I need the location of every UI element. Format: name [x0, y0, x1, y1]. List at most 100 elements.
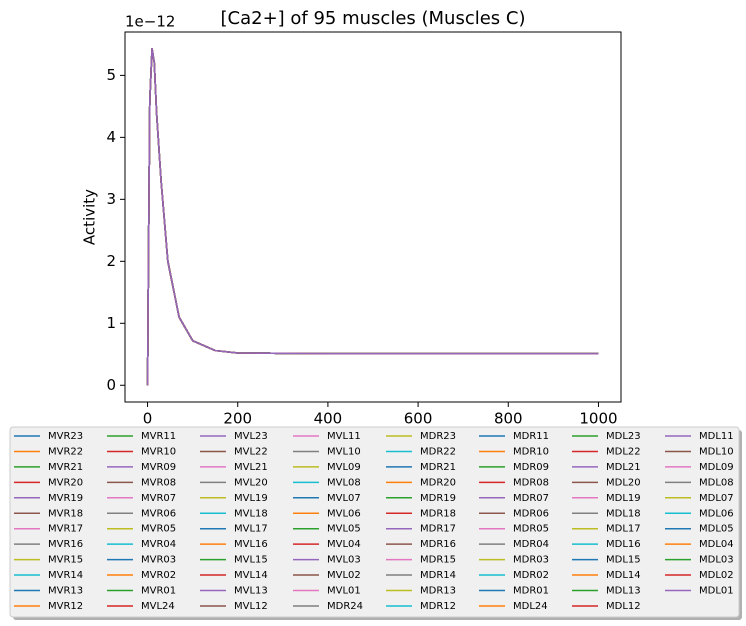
legend-label: MVR05 — [141, 524, 176, 535]
legend-label: MDL23 — [606, 431, 641, 442]
legend-label: MDL11 — [699, 431, 734, 442]
legend-label: MVL15 — [234, 555, 268, 566]
y-offset-label: 1e−12 — [125, 13, 175, 31]
legend-label: MVR19 — [48, 493, 83, 504]
legend-label: MDL07 — [699, 493, 734, 504]
legend-label: MDR17 — [420, 524, 456, 535]
legend-label: MVR16 — [48, 539, 83, 550]
legend-label: MDR24 — [327, 601, 363, 612]
legend-label: MVL09 — [327, 462, 361, 473]
legend-label: MVL17 — [234, 524, 268, 535]
legend-label: MVR15 — [48, 555, 83, 566]
legend-label: MVR04 — [141, 539, 176, 550]
legend-label: MDL09 — [699, 462, 734, 473]
x-tick-label: 1000 — [579, 410, 617, 428]
legend-label: MDR01 — [513, 586, 549, 597]
legend-label: MVL03 — [327, 555, 361, 566]
legend-label: MVL02 — [327, 570, 361, 581]
legend-label: MVR06 — [141, 508, 176, 519]
legend-label: MDL14 — [606, 570, 641, 581]
legend-label: MVL24 — [141, 601, 175, 612]
legend-label: MDR03 — [513, 555, 549, 566]
series-line — [146, 47, 599, 386]
legend-label: MVR11 — [141, 431, 176, 442]
legend-label: MVR14 — [48, 570, 83, 581]
y-tick-label: 4 — [106, 128, 116, 146]
legend-label: MVL06 — [327, 508, 361, 519]
legend-label: MVL07 — [327, 493, 361, 504]
legend-label: MDL03 — [699, 555, 734, 566]
legend-label: MDL06 — [699, 508, 734, 519]
legend-label: MVL05 — [327, 524, 361, 535]
legend-label: MDR18 — [420, 508, 456, 519]
legend-label: MVL16 — [234, 539, 268, 550]
legend-label: MDL13 — [606, 586, 641, 597]
legend-label: MVL14 — [234, 570, 268, 581]
legend-label: MVL21 — [234, 462, 268, 473]
legend-label: MVR10 — [141, 446, 176, 457]
legend-label: MDR04 — [513, 539, 549, 550]
legend-label: MDR16 — [420, 539, 456, 550]
legend-label: MVR09 — [141, 462, 176, 473]
legend-label: MDR19 — [420, 493, 456, 504]
chart-title: [Ca2+] of 95 muscles (Muscles C) — [221, 8, 526, 29]
legend-label: MVL12 — [234, 601, 268, 612]
legend-label: MVL08 — [327, 477, 361, 488]
legend-label: MVR23 — [48, 431, 83, 442]
legend-label: MDR06 — [513, 508, 549, 519]
y-tick-label: 5 — [106, 66, 116, 84]
legend-label: MDR09 — [513, 462, 549, 473]
legend-label: MDR20 — [420, 477, 456, 488]
legend-label: MDL22 — [606, 446, 641, 457]
legend-label: MDR21 — [420, 462, 456, 473]
axes-frame — [124, 31, 622, 403]
legend-label: MDL10 — [699, 446, 734, 457]
x-tick-label: 0 — [143, 410, 153, 428]
legend-label: MDL15 — [606, 555, 641, 566]
legend-label: MDR23 — [420, 431, 456, 442]
legend-label: MVR13 — [48, 586, 83, 597]
legend-label: MDR07 — [513, 493, 549, 504]
legend-label: MVR12 — [48, 601, 83, 612]
legend-label: MVR03 — [141, 555, 176, 566]
x-tick-label: 200 — [223, 410, 252, 428]
legend-label: MVR21 — [48, 462, 83, 473]
legend-label: MDR22 — [420, 446, 456, 457]
legend-label: MDL01 — [699, 586, 734, 597]
legend-label: MVR22 — [48, 446, 83, 457]
legend-label: MVR02 — [141, 570, 176, 581]
y-axis-label: Activity — [81, 189, 99, 245]
y-tick-label: 0 — [106, 376, 116, 394]
legend-label: MVL04 — [327, 539, 361, 550]
legend-label: MVR01 — [141, 586, 176, 597]
legend-label: MDR13 — [420, 586, 456, 597]
x-tick-label: 600 — [404, 410, 433, 428]
legend-label: MDR05 — [513, 524, 549, 535]
x-tick-label: 800 — [494, 410, 523, 428]
legend-label: MVL23 — [234, 431, 268, 442]
legend-label: MVL11 — [327, 431, 361, 442]
legend-label: MDR11 — [513, 431, 549, 442]
legend-label: MVR17 — [48, 524, 83, 535]
legend-label: MDR14 — [420, 570, 456, 581]
legend-label: MVR07 — [141, 493, 176, 504]
legend-label: MVL18 — [234, 508, 268, 519]
legend-label: MDR02 — [513, 570, 549, 581]
legend-label: MVL22 — [234, 446, 268, 457]
legend-label: MDL17 — [606, 524, 641, 535]
x-tick-label: 400 — [314, 410, 343, 428]
y-tick-label: 1 — [106, 314, 116, 332]
legend: MVR23 MVR22 MVR21 MVR20 MVR19 MVR18 MVR17 MVR16… — [9, 426, 742, 620]
legend-label: MDR15 — [420, 555, 456, 566]
legend-label: MDR08 — [513, 477, 549, 488]
legend-label: MDL24 — [513, 601, 548, 612]
legend-label: MVL13 — [234, 586, 268, 597]
legend-box — [9, 426, 740, 618]
legend-label: MVR20 — [48, 477, 83, 488]
legend-label: MDL16 — [606, 539, 641, 550]
legend-label: MDL02 — [699, 570, 734, 581]
legend-label: MDL12 — [606, 601, 641, 612]
y-tick-label: 2 — [106, 252, 116, 270]
legend-label: MVR08 — [141, 477, 176, 488]
legend-label: MDR12 — [420, 601, 456, 612]
